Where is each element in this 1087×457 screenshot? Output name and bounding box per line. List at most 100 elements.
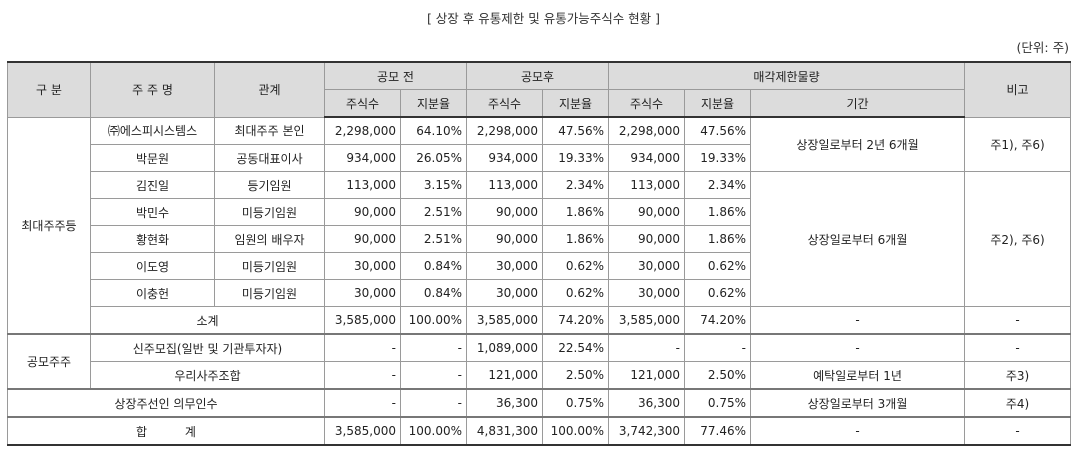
before-shares: 934,000 (324, 144, 401, 172)
note-cell: 주2), 주6) (964, 171, 1072, 307)
before-ratio: 0.84% (400, 279, 467, 307)
holder-relation: 미등기임원 (214, 252, 325, 280)
table-row: 박민수 미등기임원 90,000 2.51% 90,000 1.86% 90,0… (8, 198, 1071, 226)
restricted-shares: 3,742,300 (608, 416, 685, 446)
restricted-ratio: 0.62% (684, 279, 751, 307)
note-cell: 주3) (964, 361, 1072, 390)
restricted-shares: 113,000 (608, 171, 685, 199)
table-row: 공모주주 신주모집(일반 및 기관투자자) - - 1,089,000 22.5… (7, 333, 1072, 390)
subtotal-row: 소계 3,585,000 100.00% 3,585,000 74.20% 3,… (8, 306, 1072, 335)
before-ratio: - (400, 361, 467, 390)
before-shares: 90,000 (324, 225, 401, 253)
table-row: 김진일 등기임원 113,000 3.15% 113,000 2.34% 113… (8, 171, 1072, 307)
after-shares: 90,000 (466, 225, 543, 253)
restricted-shares: 30,000 (608, 279, 685, 307)
before-shares: - (324, 333, 401, 362)
table-title: [ 상장 후 유통제한 및 유통가능주식수 현황 ] (426, 11, 661, 26)
before-shares: 2,298,000 (324, 116, 401, 145)
header-ratio: 지분율 (400, 89, 467, 118)
before-ratio: 26.05% (400, 144, 467, 172)
restricted-shares: 934,000 (608, 144, 685, 172)
before-shares: 90,000 (324, 198, 401, 226)
after-ratio: 1.86% (542, 198, 609, 226)
restricted-ratio: 77.46% (684, 416, 751, 446)
after-ratio: 74.20% (542, 306, 609, 335)
note-cell: - (964, 306, 1072, 335)
after-shares: 90,000 (466, 198, 543, 226)
restricted-shares: 30,000 (608, 252, 685, 280)
holder-name: 이도영 (90, 252, 215, 280)
after-shares: 113,000 (466, 171, 543, 199)
restricted-shares: 36,300 (608, 388, 685, 418)
restricted-shares: 90,000 (608, 198, 685, 226)
before-shares: 30,000 (324, 279, 401, 307)
holder-name: ㈜에스피시스템스 (90, 116, 215, 145)
after-shares: 3,585,000 (466, 306, 543, 335)
restricted-ratio: 2.50% (684, 361, 751, 390)
ipo-row-label: 신주모집(일반 및 기관투자자) (90, 333, 325, 362)
holder-name: 박민수 (90, 198, 215, 226)
table-row: 이도영 미등기임원 30,000 0.84% 30,000 0.62% 30,0… (8, 252, 1071, 280)
header-note: 비고 (964, 61, 1072, 118)
after-shares: 4,831,300 (466, 416, 543, 446)
note-cell: 주1), 주6) (964, 116, 1072, 172)
after-ratio: 100.00% (542, 416, 609, 446)
restricted-shares: 90,000 (608, 225, 685, 253)
restriction-period: 상장일로부터 6개월 (749, 171, 966, 307)
restriction-period: 상장일로부터 2년 6개월 (749, 116, 966, 172)
after-shares: 36,300 (466, 388, 543, 418)
before-shares: 3,585,000 (324, 306, 401, 335)
before-shares: 3,585,000 (324, 416, 401, 446)
before-shares: - (324, 361, 401, 390)
group-ipo-label: 공모주주 (7, 333, 91, 390)
unit-label: (단위: 주) (1016, 40, 1069, 55)
total-label: 합 계 (7, 416, 325, 446)
before-ratio: - (400, 388, 467, 418)
restricted-ratio: - (684, 333, 751, 362)
after-ratio: 0.75% (542, 388, 609, 418)
table-row: 우리사주조합 - - 121,000 2.50% 121,000 2.50% 예… (8, 361, 1072, 390)
holder-relation: 최대주주 본인 (214, 116, 325, 145)
header-restricted: 매각제한물량 (607, 61, 966, 90)
underwriter-label: 상장주선인 의무인수 (7, 388, 325, 418)
group-major-label: 최대주주등 (7, 116, 91, 335)
after-ratio: 0.62% (542, 252, 609, 280)
header-ratio: 지분율 (542, 89, 609, 118)
before-shares: 113,000 (324, 171, 401, 199)
table-row: 상장주선인 의무인수 - - 36,300 0.75% 36,300 0.75%… (7, 388, 1072, 418)
ipo-row-label: 우리사주조합 (90, 361, 325, 390)
restricted-ratio: 19.33% (684, 144, 751, 172)
restricted-ratio: 1.86% (684, 198, 751, 226)
restricted-ratio: 47.56% (684, 116, 751, 145)
note-cell: - (964, 333, 1072, 362)
table-row: 이충헌 미등기임원 30,000 0.84% 30,000 0.62% 30,0… (8, 279, 1071, 307)
header-group: 구 분 (7, 61, 91, 118)
holder-name: 박문원 (90, 144, 215, 172)
after-ratio: 0.62% (542, 279, 609, 307)
after-ratio: 22.54% (542, 333, 609, 362)
restriction-period: - (749, 306, 966, 335)
before-ratio: 0.84% (400, 252, 467, 280)
share-restriction-table: 구 분 주 주 명 관계 공모 전 공모후 매각제한물량 비고 주식수 지분율 … (7, 61, 1072, 446)
header-period: 기간 (749, 89, 966, 118)
header-shares: 주식수 (466, 89, 543, 118)
restricted-ratio: 2.34% (684, 171, 751, 199)
subtotal-label: 소계 (90, 306, 325, 335)
header-ratio: 지분율 (684, 89, 751, 118)
restricted-ratio: 1.86% (684, 225, 751, 253)
after-shares: 121,000 (466, 361, 543, 390)
before-shares: - (324, 388, 401, 418)
holder-relation: 등기임원 (214, 171, 325, 199)
before-ratio: 64.10% (400, 116, 467, 145)
table-row: 황현화 임원의 배우자 90,000 2.51% 90,000 1.86% 90… (8, 225, 1071, 253)
restricted-shares: 121,000 (608, 361, 685, 390)
holder-relation: 미등기임원 (214, 198, 325, 226)
after-shares: 30,000 (466, 252, 543, 280)
restriction-period: - (749, 333, 966, 362)
before-ratio: 100.00% (400, 306, 467, 335)
after-shares: 2,298,000 (466, 116, 543, 145)
after-ratio: 47.56% (542, 116, 609, 145)
holder-name: 황현화 (90, 225, 215, 253)
before-ratio: 2.51% (400, 225, 467, 253)
table-row: 최대주주등 ㈜에스피시스템스 최대주주 본인 2,298,000 64.10% … (7, 116, 1072, 335)
